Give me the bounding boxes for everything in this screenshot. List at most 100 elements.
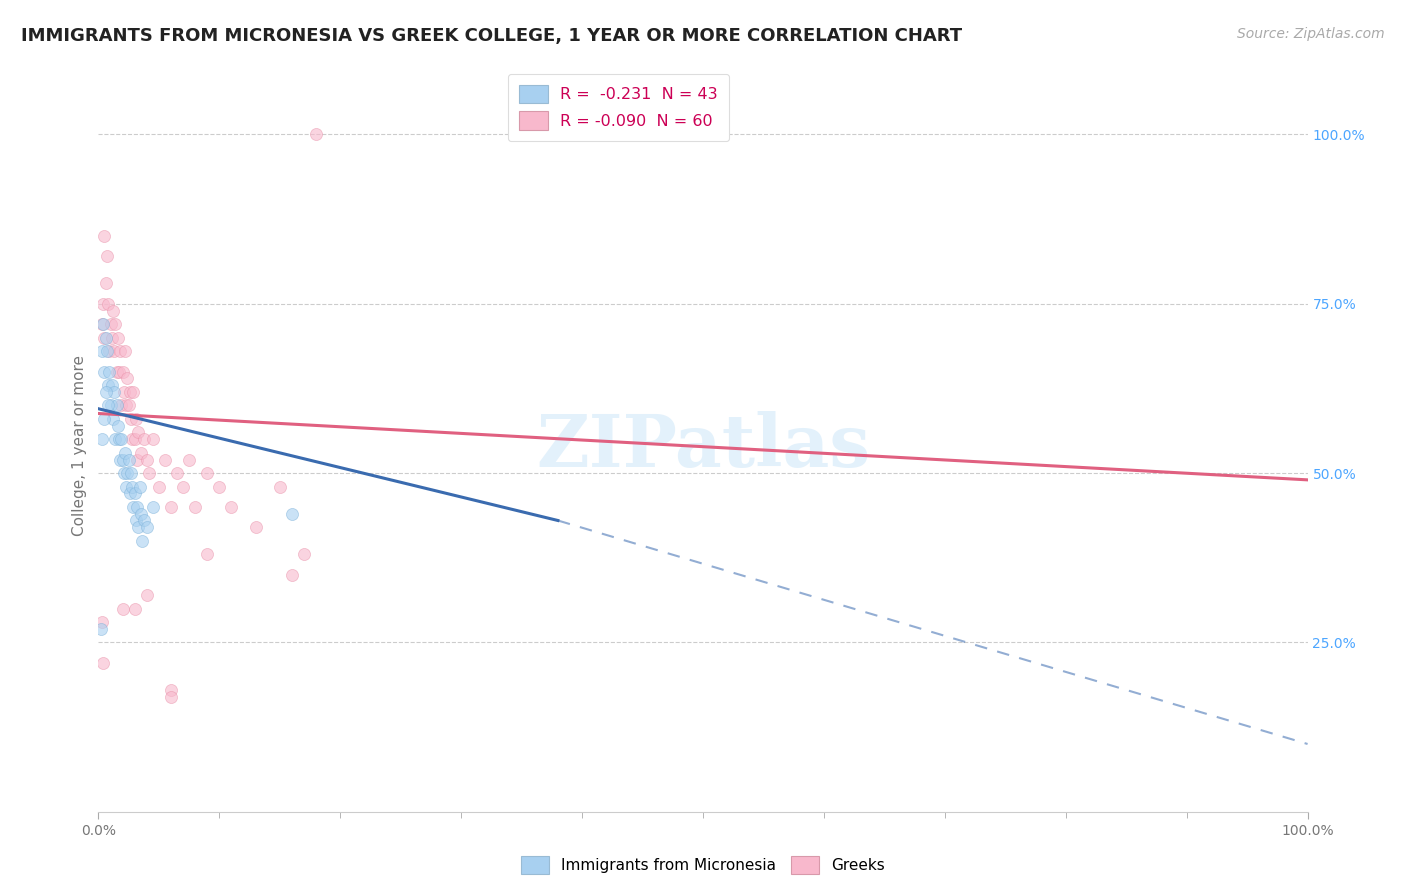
Point: [108, 344, 131, 359]
Point: [100, 378, 122, 392]
Point: [208, 480, 231, 494]
Point: [121, 432, 143, 446]
Point: [134, 432, 156, 446]
Point: [160, 500, 183, 514]
Point: [184, 500, 207, 514]
Point: [127, 452, 149, 467]
Point: [90, 622, 112, 636]
Point: [138, 466, 160, 480]
Point: [112, 384, 135, 399]
Point: [166, 466, 188, 480]
Point: [97, 398, 120, 412]
Point: [103, 344, 125, 359]
Point: [107, 418, 129, 433]
Point: [292, 547, 315, 561]
Point: [91, 317, 114, 331]
Point: [160, 690, 183, 704]
Point: [142, 500, 165, 514]
Point: [125, 412, 148, 426]
Point: [122, 384, 145, 399]
Point: [281, 567, 304, 582]
Text: IMMIGRANTS FROM MICRONESIA VS GREEK COLLEGE, 1 YEAR OR MORE CORRELATION CHART: IMMIGRANTS FROM MICRONESIA VS GREEK COLL…: [21, 27, 962, 45]
Point: [100, 317, 122, 331]
Point: [105, 364, 128, 378]
Point: [110, 432, 132, 446]
Point: [91, 317, 114, 331]
Point: [96, 344, 118, 359]
Point: [129, 446, 152, 460]
Point: [127, 500, 149, 514]
Point: [103, 384, 125, 399]
Point: [127, 520, 149, 534]
Point: [160, 682, 183, 697]
Point: [114, 446, 136, 460]
Point: [153, 452, 176, 467]
Point: [115, 398, 138, 412]
Point: [104, 317, 127, 331]
Point: [172, 480, 194, 494]
Point: [101, 412, 124, 426]
Point: [221, 500, 243, 514]
Point: [108, 432, 131, 446]
Point: [107, 331, 129, 345]
Point: [108, 452, 131, 467]
Point: [93, 229, 115, 244]
Point: [93, 331, 115, 345]
Point: [121, 480, 143, 494]
Point: [96, 249, 118, 263]
Point: [100, 331, 122, 345]
Point: [111, 364, 134, 378]
Point: [98, 344, 121, 359]
Point: [195, 466, 218, 480]
Point: [124, 486, 146, 500]
Point: [135, 520, 157, 534]
Point: [118, 452, 141, 467]
Text: Source: ZipAtlas.com: Source: ZipAtlas.com: [1237, 27, 1385, 41]
Point: [94, 277, 117, 291]
Point: [91, 656, 114, 670]
Point: [128, 480, 150, 494]
Point: [97, 297, 120, 311]
Point: [111, 452, 134, 467]
Point: [94, 331, 117, 345]
Point: [305, 128, 328, 142]
Point: [179, 452, 201, 467]
Point: [118, 398, 141, 412]
Point: [93, 412, 115, 426]
Point: [125, 514, 148, 528]
Point: [91, 615, 114, 629]
Point: [117, 371, 139, 385]
Point: [105, 398, 128, 412]
Y-axis label: College, 1 year or more: College, 1 year or more: [72, 356, 87, 536]
Point: [101, 303, 124, 318]
Point: [120, 466, 142, 480]
Point: [134, 514, 156, 528]
Point: [108, 364, 131, 378]
Point: [269, 480, 291, 494]
Point: [112, 466, 135, 480]
Point: [148, 480, 170, 494]
Point: [115, 480, 138, 494]
Point: [114, 344, 136, 359]
Text: ZIPatlas: ZIPatlas: [536, 410, 870, 482]
Point: [122, 500, 145, 514]
Point: [111, 601, 134, 615]
Point: [98, 364, 121, 378]
Point: [245, 520, 267, 534]
Point: [93, 364, 115, 378]
Point: [91, 344, 114, 359]
Point: [120, 412, 142, 426]
Legend: Immigrants from Micronesia, Greeks: Immigrants from Micronesia, Greeks: [515, 850, 891, 880]
Point: [104, 432, 127, 446]
Point: [91, 432, 114, 446]
Point: [135, 588, 157, 602]
Point: [97, 378, 120, 392]
Point: [118, 486, 141, 500]
Point: [131, 533, 153, 548]
Point: [142, 432, 165, 446]
Point: [94, 384, 117, 399]
Point: [100, 398, 122, 412]
Point: [195, 547, 218, 561]
Point: [135, 452, 157, 467]
Point: [117, 466, 139, 480]
